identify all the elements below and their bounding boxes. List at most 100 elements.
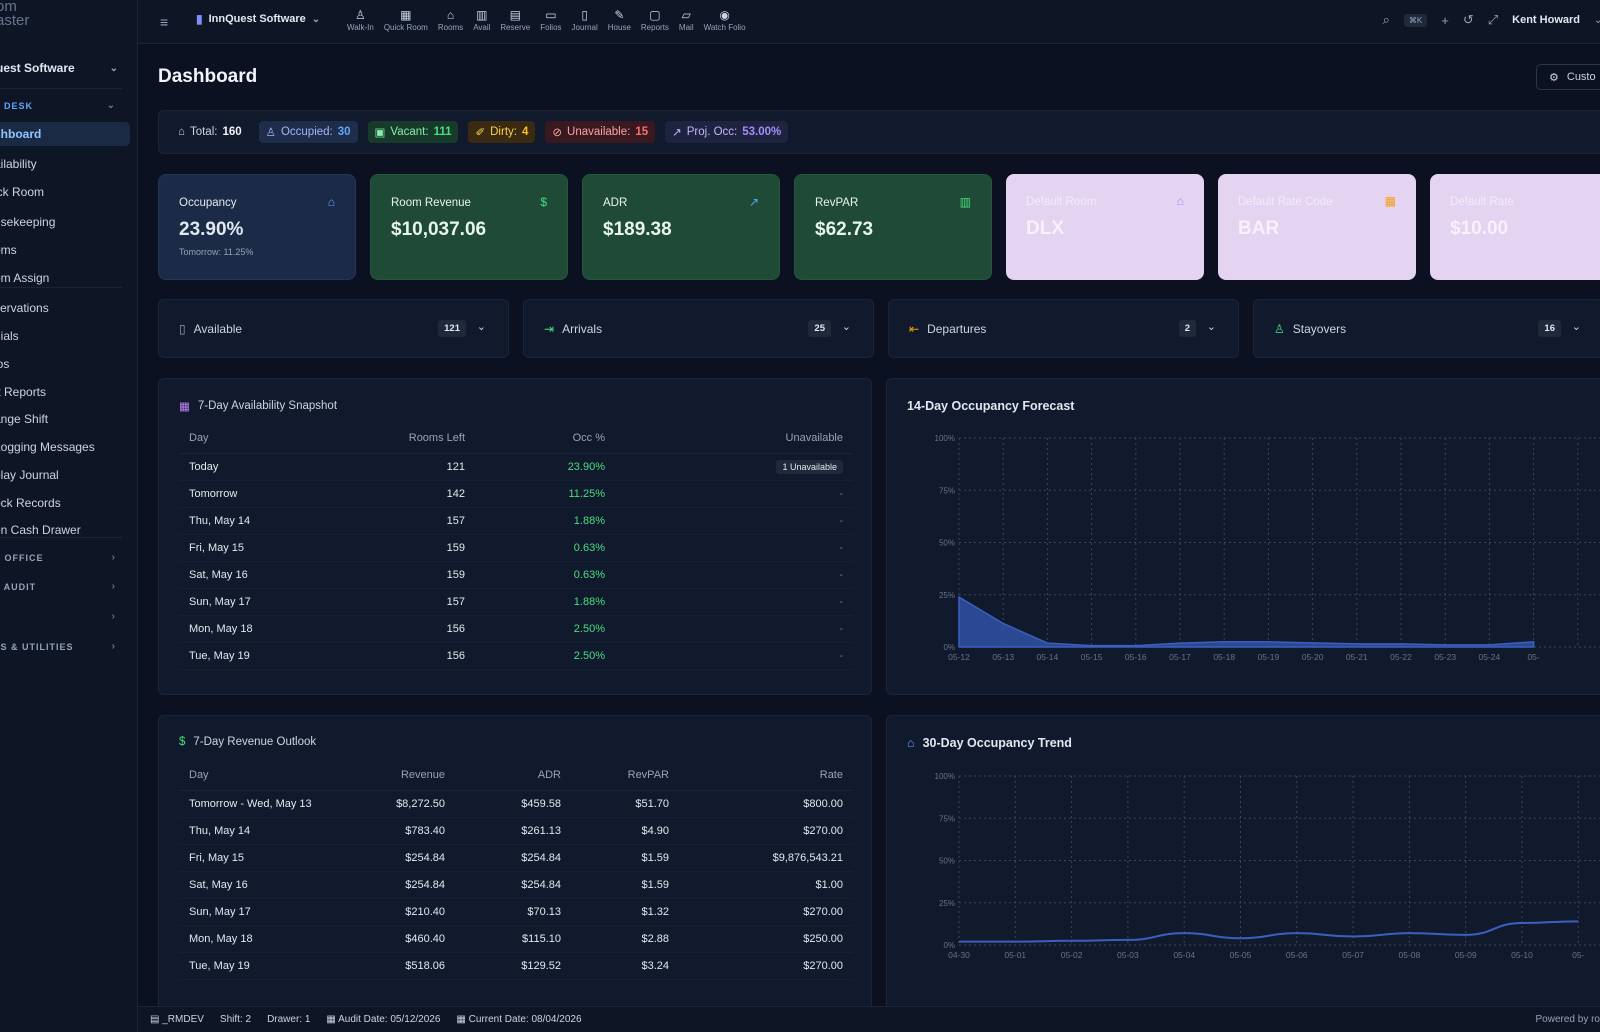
data-point <box>1002 622 1004 624</box>
toolbar-label: Watch Folio <box>703 23 746 32</box>
toolbar-avail-button[interactable]: ▥ Avail <box>468 8 495 32</box>
toolbar-reports-button[interactable]: ▢ Reports <box>636 8 674 32</box>
sidebar-item[interactable]: oms <box>0 238 130 262</box>
stat-projected-occupancy[interactable]: ↗ Proj. Occ: 53.00% <box>665 121 789 143</box>
toolbar-rooms-button[interactable]: ⌂ Rooms <box>433 8 468 32</box>
toolbar-quick-room-button[interactable]: ▦ Quick Room <box>379 8 433 32</box>
sidebar-item[interactable]: ock Records <box>0 491 130 515</box>
trending-up-icon: ↗ <box>672 127 682 139</box>
toolbar-watch-folio-button[interactable]: ◉ Watch Folio <box>699 8 751 32</box>
data-point <box>1240 937 1242 939</box>
sidebar-section[interactable]: T DESK ⌄ <box>0 100 122 111</box>
sidebar-item[interactable]: play Journal <box>0 463 130 487</box>
toolbar-label: House <box>607 23 631 32</box>
toolbar-journal-button[interactable]: ▯ Journal <box>567 8 603 32</box>
sidebar-item[interactable]: ailability <box>0 152 130 176</box>
fullscreen-icon[interactable]: ⤢ <box>1487 12 1499 27</box>
stat-total[interactable]: ⌂ Total: 160 <box>171 121 249 143</box>
y-tick-label: 0% <box>943 941 955 950</box>
customize-button[interactable]: ⚙ Custo <box>1536 64 1600 90</box>
table-cell: $1.59 <box>571 844 679 872</box>
user-menu[interactable]: Kent Howard <box>1512 14 1580 26</box>
stat-dirty[interactable]: ✐ Dirty: 4 <box>468 121 536 143</box>
sidebar-item[interactable]: Logging Messages <box>0 435 130 459</box>
sidebar-item[interactable]: usekeeping <box>0 210 130 234</box>
stat-unavailable[interactable]: ⊘ Unavailable: 15 <box>545 121 656 143</box>
data-point <box>1577 920 1579 922</box>
stat-label: Unavailable: <box>567 126 631 138</box>
app-logo[interactable]: om aster <box>0 0 29 28</box>
toolbar-walk-in-button[interactable]: ♙ Walk-In <box>342 8 379 32</box>
column-header: Rate <box>679 760 853 791</box>
sidebar-item[interactable]: ios <box>0 352 130 376</box>
toolbar-house-button[interactable]: ✎ House <box>603 8 636 32</box>
kpi-value: $10.00 <box>1450 218 1509 239</box>
count-available[interactable]: ▯ Available 121 ⌄ <box>158 299 509 358</box>
sidebar-item[interactable]: ft Reports <box>0 380 130 404</box>
kpi-value: 23.90% <box>179 219 244 240</box>
movement-counts: ▯ Available 121 ⌄ ⇥ Arrivals 25 ⌄ ⇤ Departures 2 ⌄ ♙… <box>158 299 1600 358</box>
search-icon[interactable]: ⌕ <box>1382 12 1390 27</box>
x-tick-label: 05-19 <box>1258 652 1280 662</box>
table-row: Thu, May 14 $783.40 $261.13 $4.90 $270.00 <box>179 817 853 845</box>
sidebar-item[interactable]: servations <box>0 296 130 320</box>
count-arrivals[interactable]: ⇥ Arrivals 25 ⌄ <box>523 299 874 358</box>
stat-vacant[interactable]: ▣ Vacant: 111 <box>367 121 459 143</box>
menu-icon[interactable]: ≡ <box>160 14 169 30</box>
sidebar-item[interactable]: ange Shift <box>0 407 130 431</box>
rooms-icon: ⌂ <box>446 8 455 22</box>
plus-icon[interactable]: + <box>1441 12 1449 28</box>
chevron-down-icon[interactable]: ⌄ <box>1594 14 1600 26</box>
unavailable-badge[interactable]: 1 Unavailable <box>776 459 843 474</box>
revenue-table: Day Revenue ADR RevPAR Rate Tomorrow - Wed, … <box>179 760 853 980</box>
x-tick-label: 05-03 <box>1117 950 1139 960</box>
sidebar-item[interactable]: en Cash Drawer <box>0 518 130 542</box>
stat-label: Occupied: <box>280 126 333 138</box>
toolbar-mail-button[interactable]: ▱ Mail <box>674 8 699 32</box>
sliders-icon: ⚙ <box>1549 71 1559 84</box>
chevron-right-icon: › <box>111 641 116 652</box>
x-tick-label: 05-07 <box>1342 950 1364 960</box>
door-icon: ▣ <box>374 127 386 139</box>
sidebar-item[interactable]: ick Room <box>0 180 130 204</box>
y-tick-label: 100% <box>935 772 955 781</box>
chevron-down-icon: ⌄ <box>106 100 116 111</box>
chevron-down-icon[interactable]: ⌄ <box>476 321 486 333</box>
bed-icon: ⌂ <box>907 736 915 750</box>
company-selector[interactable]: uest Software ⌄ <box>0 58 126 78</box>
sidebar-section[interactable]: LS & UTILITIES › <box>0 641 122 652</box>
table-cell: 2.50% <box>475 615 615 643</box>
sidebar-item-label: servations <box>0 301 49 315</box>
sidebar-section[interactable]: P› <box>0 611 122 622</box>
x-tick-label: 05-22 <box>1390 652 1412 662</box>
x-tick-label: 05-24 <box>1479 652 1501 662</box>
stat-occupied[interactable]: ♙ Occupied: 30 <box>258 121 358 143</box>
room-status-bar: ⌂ Total: 160 ♙ Occupied: 30 ▣ Vacant: 11… <box>158 110 1600 154</box>
sidebar-section[interactable]: T AUDIT › <box>0 581 122 592</box>
panel-title: 14-Day Occupancy Forecast <box>907 399 1074 413</box>
sidebar-item[interactable]: shboard <box>0 122 130 146</box>
quick-toolbar: ♙ Walk-In ▦ Quick Room ⌂ Rooms ▥ Avail ▤ Reserve ▭… <box>342 8 751 32</box>
count-stayovers[interactable]: ♙ Stayovers 16 ⌄ <box>1253 299 1600 358</box>
current-date-text: Current Date: 08/04/2026 <box>468 1014 582 1025</box>
sidebar: om aster uest Software ⌄ T DESK ⌄ E OFFICE… <box>0 0 138 1032</box>
data-point <box>1046 642 1048 644</box>
column-header: Unavailable <box>615 423 853 454</box>
count-departures[interactable]: ⇤ Departures 2 ⌄ <box>888 299 1239 358</box>
toolbar-folios-button[interactable]: ▭ Folios <box>535 8 566 32</box>
table-cell: 0.63% <box>475 534 615 562</box>
property-name: InnQuest Software <box>208 13 306 25</box>
mail-icon: ▱ <box>681 8 691 22</box>
toolbar-reserve-button[interactable]: ▤ Reserve <box>495 8 535 32</box>
chevron-down-icon[interactable]: ⌄ <box>1206 321 1216 333</box>
sidebar-section[interactable]: E OFFICE › <box>0 552 122 563</box>
x-tick-label: 05-18 <box>1213 652 1235 662</box>
bed-icon: ⌂ <box>178 126 185 138</box>
panel-title: ⌂ 30-Day Occupancy Trend <box>907 736 1072 750</box>
property-selector[interactable]: ▮ InnQuest Software ⌄ <box>196 12 320 26</box>
chevron-down-icon[interactable]: ⌄ <box>1571 321 1581 333</box>
sidebar-item[interactable]: nials <box>0 324 130 348</box>
sidebar-item[interactable]: om Assign <box>0 266 130 290</box>
history-icon[interactable]: ↺ <box>1462 12 1474 27</box>
chevron-down-icon[interactable]: ⌄ <box>841 321 851 333</box>
